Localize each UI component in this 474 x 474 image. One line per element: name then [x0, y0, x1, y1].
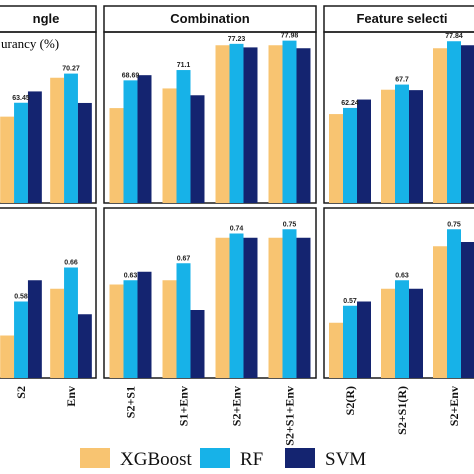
- bar-kappa-xgboost-0: [329, 322, 343, 378]
- data-label-kappa-2: 0.74: [230, 226, 244, 233]
- bar-kappa-svm-1: [190, 310, 205, 378]
- legend-label-rf: RF: [240, 449, 263, 470]
- legend-swatch-svm: [285, 448, 315, 468]
- panel-frame-kappa-0: [0, 207, 97, 379]
- data-label-kappa-1: 0.66: [64, 260, 78, 267]
- bar-accuracy-svm-1: [190, 95, 205, 203]
- bar-accuracy-xgboost-1: [50, 77, 65, 203]
- bar-kappa-rf-2: [447, 229, 461, 378]
- bar-kappa-xgboost-1: [381, 288, 395, 378]
- legend-label-xgboost: XGBoost: [120, 449, 193, 470]
- category-label-0: S2+S1: [124, 386, 138, 418]
- bar-kappa-svm-1: [77, 314, 92, 378]
- panel-header-2: [323, 5, 474, 33]
- bar-accuracy-svm-0: [137, 75, 152, 203]
- data-label-kappa-0: 0.58: [14, 294, 28, 301]
- bar-accuracy-svm-0: [357, 99, 371, 203]
- bar-accuracy-rf-0: [343, 107, 357, 203]
- bar-accuracy-xgboost-0: [329, 114, 343, 203]
- data-label-kappa-0: 0.57: [343, 298, 357, 305]
- bar-accuracy-xgboost-3: [268, 45, 283, 203]
- bar-kappa-svm-0: [137, 271, 152, 378]
- data-label-accuracy-2: 77.23: [228, 36, 246, 43]
- bar-accuracy-svm-2: [243, 47, 258, 203]
- bar-kappa-svm-2: [243, 237, 258, 378]
- data-label-kappa-1: 0.67: [177, 255, 191, 262]
- bar-accuracy-rf-1: [176, 70, 191, 203]
- bar-accuracy-svm-0: [27, 91, 42, 203]
- bar-kappa-rf-1: [64, 267, 78, 378]
- data-label-accuracy-3: 77.98: [281, 33, 299, 40]
- bar-kappa-xgboost-2: [215, 237, 230, 378]
- bar-kappa-rf-0: [343, 305, 357, 378]
- category-label-2: S2+Env: [230, 386, 244, 426]
- bar-kappa-xgboost-0: [109, 284, 124, 378]
- bar-accuracy-svm-1: [409, 90, 423, 203]
- panel-header-0: [0, 5, 97, 33]
- category-label-1: S1+Env: [177, 386, 191, 426]
- category-label-1: S2+S1(R): [395, 386, 409, 435]
- bar-accuracy-xgboost-1: [381, 89, 395, 203]
- bar-kappa-rf-0: [14, 301, 28, 378]
- bar-accuracy-rf-1: [395, 84, 409, 203]
- panel-title-2: Feature selecti: [356, 11, 447, 26]
- data-label-accuracy-0: 63.45: [12, 95, 30, 102]
- bar-kappa-svm-0: [357, 301, 371, 378]
- panel-frame-accuracy-0: [0, 31, 97, 204]
- category-label-2: S2+Env: [447, 386, 461, 426]
- panel-frame-accuracy-1: [103, 31, 317, 204]
- panel-frame-kappa-1: [103, 207, 317, 379]
- bar-accuracy-rf-2: [229, 43, 244, 203]
- data-label-accuracy-0: 62.24: [341, 100, 359, 107]
- category-label-0: S2(R): [343, 386, 357, 415]
- data-label-accuracy-1: 70.27: [62, 66, 80, 73]
- y-axis-label: urancy (%): [1, 36, 59, 51]
- bar-accuracy-rf-1: [64, 73, 78, 203]
- bar-kappa-xgboost-1: [162, 280, 177, 378]
- bar-kappa-xgboost-3: [268, 237, 283, 378]
- category-label-1: Env: [64, 386, 78, 407]
- bar-kappa-svm-1: [409, 288, 423, 378]
- panel-title-1: Combination: [170, 11, 249, 26]
- bar-accuracy-svm-2: [461, 45, 474, 203]
- bar-kappa-xgboost-1: [50, 288, 65, 378]
- data-label-accuracy-1: 67.7: [395, 77, 409, 84]
- category-label-0: S2: [14, 386, 28, 399]
- bar-accuracy-svm-1: [77, 102, 92, 203]
- bar-kappa-svm-2: [461, 242, 474, 378]
- legend-swatch-rf: [200, 448, 230, 468]
- bar-kappa-rf-1: [395, 280, 409, 378]
- data-label-kappa-0: 0.63: [124, 272, 138, 279]
- bar-accuracy-rf-3: [282, 40, 297, 203]
- bar-accuracy-xgboost-2: [433, 48, 447, 204]
- bar-accuracy-xgboost-0: [109, 108, 124, 203]
- bar-accuracy-rf-0: [123, 80, 138, 203]
- data-label-kappa-1: 0.63: [395, 272, 409, 279]
- bar-kappa-svm-3: [296, 237, 311, 378]
- bar-kappa-rf-3: [282, 229, 297, 378]
- data-label-accuracy-0: 68.69: [122, 72, 140, 79]
- bar-accuracy-xgboost-1: [162, 88, 177, 203]
- bar-kappa-xgboost-0: [0, 335, 15, 378]
- data-label-accuracy-1: 71.1: [177, 62, 191, 69]
- bar-accuracy-rf-0: [14, 102, 28, 203]
- legend-swatch-xgboost: [80, 448, 110, 468]
- bar-kappa-xgboost-2: [433, 246, 447, 378]
- bar-kappa-rf-0: [123, 280, 138, 378]
- category-label-3: S2+S1+Env: [283, 386, 297, 446]
- bar-kappa-rf-1: [176, 263, 191, 378]
- panel-title-0: ngle: [33, 11, 60, 26]
- bar-kappa-svm-0: [27, 280, 42, 378]
- data-label-accuracy-2: 77.84: [445, 33, 463, 40]
- data-label-kappa-2: 0.75: [447, 221, 461, 228]
- bar-accuracy-xgboost-0: [0, 116, 15, 203]
- bar-accuracy-rf-2: [447, 41, 461, 203]
- bar-accuracy-xgboost-2: [215, 45, 230, 203]
- legend-label-svm: SVM: [325, 449, 366, 470]
- data-label-kappa-3: 0.75: [283, 221, 297, 228]
- bar-accuracy-svm-3: [296, 48, 311, 204]
- bar-kappa-rf-2: [229, 233, 244, 378]
